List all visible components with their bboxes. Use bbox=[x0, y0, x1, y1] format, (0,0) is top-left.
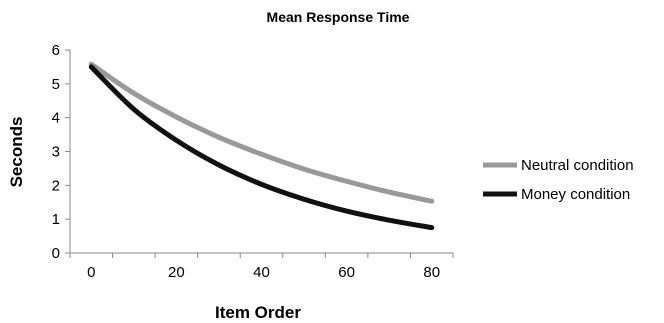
y-tick-label: 4 bbox=[52, 110, 60, 127]
series-lines bbox=[88, 61, 435, 231]
x-tick-label: 80 bbox=[423, 264, 440, 281]
y-axis: 0 1 2 3 4 5 6 bbox=[52, 42, 71, 262]
x-axis-label: Item Order bbox=[215, 303, 301, 322]
x-tick-label: 60 bbox=[338, 264, 355, 281]
y-tick-label: 1 bbox=[52, 211, 60, 228]
y-axis-label: Seconds bbox=[7, 117, 26, 188]
y-tick-label: 5 bbox=[52, 76, 60, 93]
legend-label: Money condition bbox=[521, 186, 630, 203]
series-line-neutral-condition bbox=[88, 61, 435, 204]
chart-title: Mean Response Time bbox=[267, 9, 410, 25]
y-tick-label: 3 bbox=[52, 144, 60, 161]
y-tick-label: 6 bbox=[52, 42, 60, 59]
x-tick-label: 0 bbox=[87, 264, 95, 281]
y-tick-label: 2 bbox=[52, 177, 60, 194]
y-tick-label: 0 bbox=[52, 245, 60, 262]
legend-label: Neutral condition bbox=[521, 157, 634, 174]
x-axis: 0 20 40 60 80 bbox=[69, 252, 454, 281]
series-line-money-condition bbox=[88, 64, 435, 231]
legend: Neutral condition Money condition bbox=[483, 157, 634, 203]
x-tick-label: 40 bbox=[253, 264, 270, 281]
x-tick-label: 20 bbox=[168, 264, 185, 281]
